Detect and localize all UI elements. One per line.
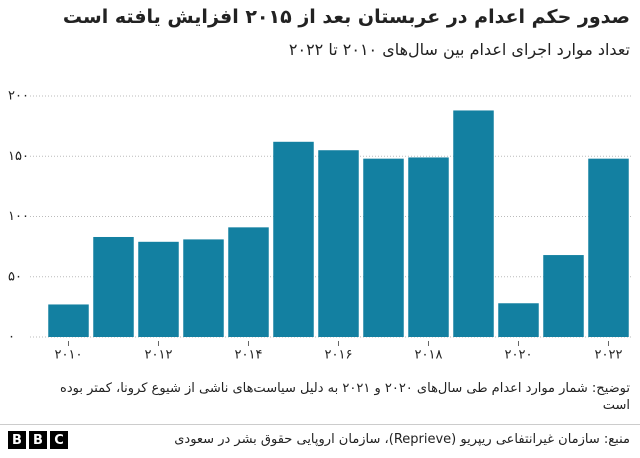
bar xyxy=(48,304,89,337)
chart-subtitle: تعداد موارد اجرای اعدام بین سال‌های ۲۰۱۰… xyxy=(288,40,630,59)
y-tick-label: ۱۵۰ xyxy=(8,149,29,164)
x-tick-label: ۲۰۱۰ xyxy=(55,348,83,363)
y-tick-label: ۰ xyxy=(8,330,15,345)
x-tick-label: ۲۰۲۲ xyxy=(595,348,623,363)
bbc-logo: B B C xyxy=(8,431,68,449)
logo-letter: B xyxy=(8,431,26,449)
chart-title: صدور حکم اعدام در عربستان بعد از ۲۰۱۵ اف… xyxy=(62,6,630,28)
bar xyxy=(543,255,584,337)
x-tick-label: ۲۰۲۰ xyxy=(505,348,533,363)
x-tick-label: ۲۰۱۶ xyxy=(325,348,353,363)
bar xyxy=(588,158,629,337)
bar xyxy=(273,141,314,337)
x-tick-label: ۲۰۱۸ xyxy=(415,348,443,363)
divider xyxy=(0,424,640,425)
source: منبع: سازمان غیرانتفاعی ریپریو (Reprieve… xyxy=(174,432,630,447)
bar xyxy=(408,157,449,337)
bar xyxy=(453,110,494,338)
logo-letter: B xyxy=(29,431,47,449)
x-tick-label: ۲۰۱۲ xyxy=(145,348,173,363)
logo-letter: C xyxy=(50,431,68,449)
bar xyxy=(318,150,359,337)
y-tick-label: ۱۰۰ xyxy=(8,209,29,224)
bar xyxy=(138,241,179,337)
note: توضیح: شمار موارد اعدام طی سال‌های ۲۰۲۰ … xyxy=(60,381,630,413)
x-tick-label: ۲۰۱۴ xyxy=(235,348,263,363)
y-tick-label: ۵۰ xyxy=(8,269,22,284)
bar xyxy=(228,227,269,337)
y-tick-label: ۲۰۰ xyxy=(8,89,29,104)
bar xyxy=(183,239,224,337)
bar xyxy=(498,303,539,337)
bar xyxy=(93,236,134,337)
bar xyxy=(363,158,404,337)
chart: ۰ ۵۰ ۱۰۰ ۱۵۰ ۲۰۰ ۲۰۱۰ ۲۰۱۲ ۲۰۱۴ ۲۰۱۶ ۲۰۱۸ ۲۰۲۰ ۲۰۲۲ xyxy=(8,89,631,363)
